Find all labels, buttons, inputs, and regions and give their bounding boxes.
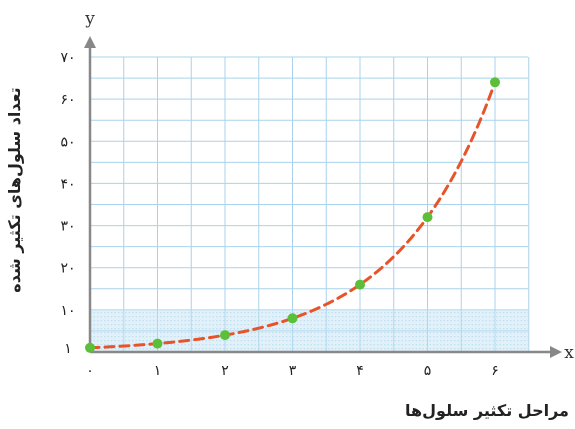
x-tick-label: ۵ (424, 363, 432, 379)
x-tick-label: ۶ (491, 363, 499, 379)
x-tick-label: ۰ (86, 363, 94, 379)
y-tick-label: ۷۰ (60, 50, 75, 66)
y-tick-label: ۱۰ (60, 303, 75, 319)
x-axis-arrow (550, 346, 562, 358)
data-point (490, 77, 500, 88)
x-tick-label: ۲ (221, 363, 229, 379)
y-axis-title: تعداد سلول‌های تکثیر شده (5, 87, 24, 292)
x-axis-letter: x (564, 343, 574, 363)
y-tick-label: ۴۰ (60, 176, 75, 192)
y-tick-label: ۱ (64, 341, 72, 357)
grid (89, 56, 530, 353)
y-axis-letter: y (84, 9, 95, 29)
shaded-band (90, 309, 528, 352)
x-tick-label: ۴ (356, 363, 364, 379)
x-axis-title: مراحل تکثیر سلول‌ها (405, 401, 569, 420)
data-point (355, 279, 365, 290)
y-tick-label: ۶۰ (60, 92, 75, 108)
y-axis-arrow (84, 36, 96, 48)
axes (84, 36, 562, 358)
y-tick-label: ۵۰ (60, 134, 75, 150)
data-points (85, 77, 500, 353)
data-point (422, 212, 433, 223)
y-tick-label: ۳۰ (60, 219, 75, 235)
y-tick-label: ۲۰ (60, 261, 75, 277)
x-tick-label: ۳ (289, 363, 297, 379)
x-tick-label: ۱ (154, 363, 162, 379)
data-point (220, 330, 230, 341)
data-point (287, 313, 298, 324)
data-point (152, 338, 163, 349)
data-point (85, 342, 95, 353)
